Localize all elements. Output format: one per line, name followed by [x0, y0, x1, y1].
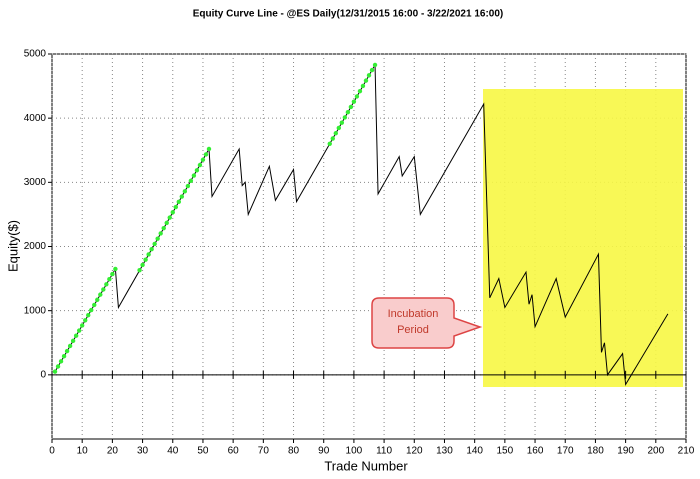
incubation-highlight — [483, 89, 683, 387]
equity-marker — [98, 292, 103, 297]
equity-marker — [372, 62, 378, 68]
x-tick-label: 130 — [436, 446, 453, 457]
equity-marker — [70, 338, 76, 344]
equity-marker — [110, 271, 115, 277]
equity-marker — [95, 297, 100, 302]
x-tick-label: 160 — [527, 446, 544, 457]
equity-marker — [149, 246, 154, 252]
equity-marker — [73, 333, 79, 338]
equity-marker — [137, 268, 142, 273]
equity-marker — [83, 318, 88, 323]
equity-marker — [164, 220, 169, 226]
equity-marker — [354, 94, 360, 99]
equity-marker — [342, 115, 348, 120]
callout — [371, 297, 483, 349]
equity-marker — [58, 359, 64, 364]
equity-marker — [140, 262, 145, 268]
equity-marker — [197, 162, 203, 168]
equity-marker — [185, 183, 191, 189]
equity-marker — [333, 131, 338, 136]
x-tick-label: 30 — [137, 446, 149, 457]
x-tick-label: 40 — [167, 446, 179, 457]
x-tick-label: 110 — [376, 446, 392, 457]
x-tick-label: 200 — [647, 446, 664, 457]
equity-marker — [107, 277, 112, 282]
x-tick-label: 80 — [288, 446, 300, 457]
annotation-line: Incubation — [388, 308, 439, 320]
equity-marker — [173, 204, 178, 210]
equity-marker — [191, 173, 197, 178]
y-axis-label: Equity($) — [5, 220, 20, 272]
y-tick-label: 5000 — [24, 49, 47, 60]
equity-marker — [203, 152, 209, 157]
equity-marker — [101, 287, 106, 292]
x-tick-label: 150 — [497, 446, 514, 457]
equity-marker — [176, 199, 181, 205]
x-tick-label: 140 — [466, 446, 483, 457]
x-tick-label: 210 — [678, 446, 695, 457]
y-tick-label: 1000 — [24, 305, 47, 316]
equity-marker — [89, 307, 94, 313]
x-tick-label: 90 — [318, 446, 330, 457]
equity-marker — [170, 210, 175, 215]
x-tick-label: 50 — [197, 446, 209, 457]
equity-marker — [345, 109, 351, 115]
equity-marker — [369, 67, 375, 73]
equity-line — [54, 63, 669, 387]
equity-marker — [188, 178, 194, 183]
equity-marker — [200, 157, 206, 162]
x-tick-label: 100 — [346, 446, 363, 457]
y-tick-label: 4000 — [24, 113, 47, 124]
equity-marker — [206, 146, 212, 152]
equity-marker — [158, 231, 163, 236]
equity-marker — [152, 241, 157, 247]
x-tick-label: 120 — [406, 446, 423, 457]
x-tick-label: 180 — [587, 446, 604, 457]
equity-marker — [79, 323, 85, 328]
equity-marker — [146, 252, 151, 257]
x-tick-label: 10 — [77, 446, 89, 457]
equity-marker — [52, 369, 58, 374]
equity-marker — [67, 343, 73, 349]
equity-marker — [336, 125, 342, 131]
annotation-line: Period — [397, 324, 429, 336]
equity-marker — [155, 236, 160, 241]
x-tick-label: 190 — [617, 446, 634, 457]
x-axis-label: Trade Number — [324, 458, 408, 473]
y-tick-label: 2000 — [24, 241, 47, 252]
equity-marker — [64, 348, 70, 354]
x-tick-label: 70 — [258, 446, 270, 457]
equity-marker — [61, 354, 67, 359]
equity-marker — [348, 104, 354, 110]
x-tick-label: 20 — [107, 446, 119, 457]
equity-marker — [194, 168, 200, 173]
y-tick-label: 3000 — [24, 177, 47, 188]
equity-marker — [339, 120, 345, 125]
equity-marker — [113, 266, 118, 272]
equity-marker — [330, 136, 335, 141]
equity-marker — [366, 73, 372, 78]
equity-marker — [327, 141, 332, 146]
chart-title: Equity Curve Line - @ES Daily(12/31/2015… — [193, 9, 503, 20]
y-tick-label: 0 — [40, 369, 46, 380]
equity-marker — [182, 189, 188, 194]
equity-marker — [161, 225, 166, 231]
equity-marker — [143, 257, 148, 262]
equity-marker — [55, 364, 61, 369]
x-tick-label: 60 — [228, 446, 240, 457]
equity-marker — [86, 312, 91, 318]
equity-marker — [363, 78, 369, 83]
x-tick-label: 170 — [557, 446, 574, 457]
equity-marker — [351, 99, 357, 104]
x-tick-label: 0 — [49, 446, 55, 457]
equity-marker — [76, 328, 82, 333]
equity-marker — [360, 83, 366, 89]
equity-marker — [179, 194, 185, 199]
equity-marker — [167, 215, 172, 220]
equity-marker — [104, 282, 109, 287]
equity-marker — [357, 88, 363, 94]
equity-marker — [92, 302, 97, 308]
